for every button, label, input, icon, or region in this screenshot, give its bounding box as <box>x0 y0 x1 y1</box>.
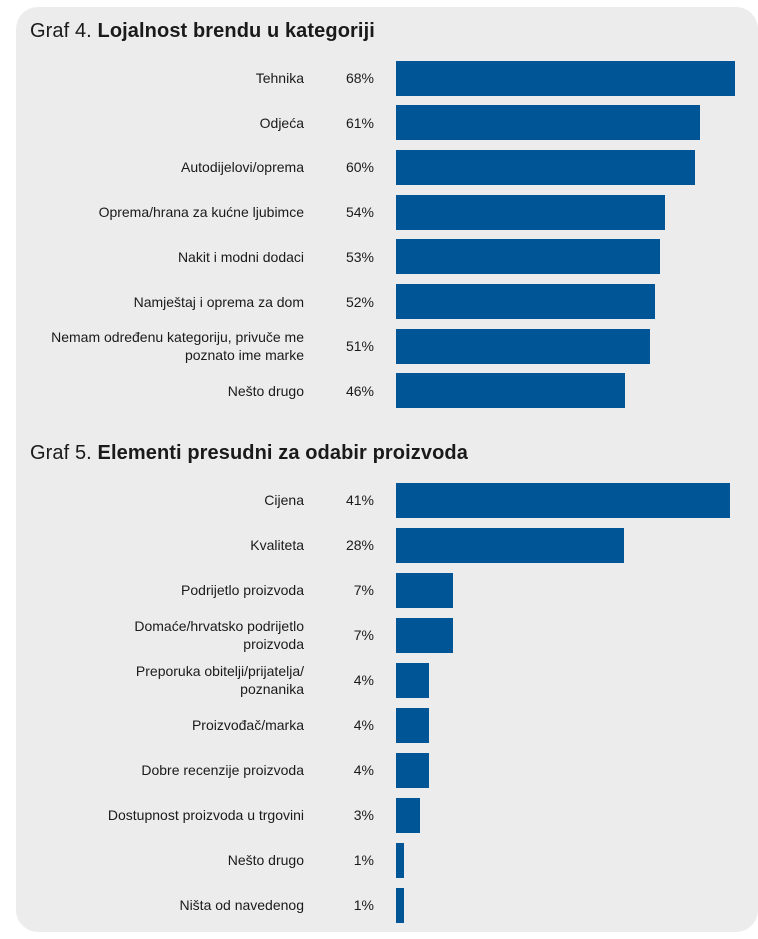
category-label: Autodijelovi/oprema <box>181 159 304 176</box>
value-label: 4% <box>353 717 374 733</box>
value-label: 4% <box>353 762 374 778</box>
category-label: Kvaliteta <box>250 537 304 553</box>
chart-title: Graf 4. Lojalnost brendu u kategoriji <box>30 20 375 43</box>
bar <box>396 149 695 185</box>
category-label: Dostupnost proizvoda u trgovini <box>107 807 304 823</box>
category-label: Preporuka obitelji/prijatelja/ poznanika <box>135 663 304 697</box>
category-label: Tehnika <box>255 70 304 86</box>
chart-title: Graf 5. Elementi presudni za odabir proi… <box>30 442 468 465</box>
bar <box>396 887 404 923</box>
bar <box>396 194 665 230</box>
value-label: 52% <box>345 293 374 310</box>
chart-title-main: Elementi presudni za odabir proizvoda <box>97 442 468 464</box>
value-label: 61% <box>345 114 374 131</box>
category-label: Oprema/hrana za kućne ljubimce <box>98 204 304 221</box>
value-label: 51% <box>345 338 374 355</box>
chart-title-prefix: Graf 5. <box>30 442 92 464</box>
value-label: 7% <box>353 627 374 643</box>
value-label: 28% <box>345 537 374 553</box>
value-label: 46% <box>345 382 374 399</box>
bar <box>396 617 453 653</box>
category-label: Podrijetlo proizvoda <box>181 582 304 598</box>
chart-title-main: Lojalnost brendu u kategoriji <box>97 20 375 42</box>
value-label: 1% <box>353 852 374 868</box>
bar <box>396 752 429 788</box>
bar <box>396 662 429 698</box>
bar <box>396 572 453 608</box>
category-label: Dobre recenzije proizvoda <box>141 762 304 778</box>
category-label: Nemam određenu kategoriju, privuče me po… <box>51 329 304 364</box>
bar <box>396 373 625 409</box>
bar <box>396 105 700 141</box>
category-label: Nešto drugo <box>227 382 304 399</box>
value-label: 60% <box>345 159 374 176</box>
bar <box>396 842 404 878</box>
value-label: 41% <box>345 492 374 508</box>
category-label: Proizvođač/marka <box>191 717 304 733</box>
chart-panel <box>16 7 758 932</box>
category-label: Nešto drugo <box>227 852 304 868</box>
value-label: 3% <box>353 807 374 823</box>
bar <box>396 707 429 743</box>
category-label: Cijena <box>264 492 304 508</box>
bar <box>396 328 650 364</box>
value-label: 4% <box>353 672 374 688</box>
bar <box>396 60 735 96</box>
bar <box>396 239 660 275</box>
category-label: Namještaj i oprema za dom <box>133 293 304 310</box>
value-label: 53% <box>345 248 374 265</box>
value-label: 1% <box>353 897 374 913</box>
value-label: 54% <box>345 204 374 221</box>
bar <box>396 482 730 518</box>
chart-title-prefix: Graf 4. <box>30 20 92 42</box>
bar <box>396 797 420 833</box>
value-label: 68% <box>345 70 374 86</box>
bar <box>396 527 624 563</box>
value-label: 7% <box>353 582 374 598</box>
category-label: Ništa od navedenog <box>179 897 304 913</box>
category-label: Domaće/hrvatsko podrijetlo proizvoda <box>134 618 304 652</box>
category-label: Odjeća <box>259 114 304 131</box>
category-label: Nakit i modni dodaci <box>177 248 304 265</box>
bar <box>396 284 655 319</box>
